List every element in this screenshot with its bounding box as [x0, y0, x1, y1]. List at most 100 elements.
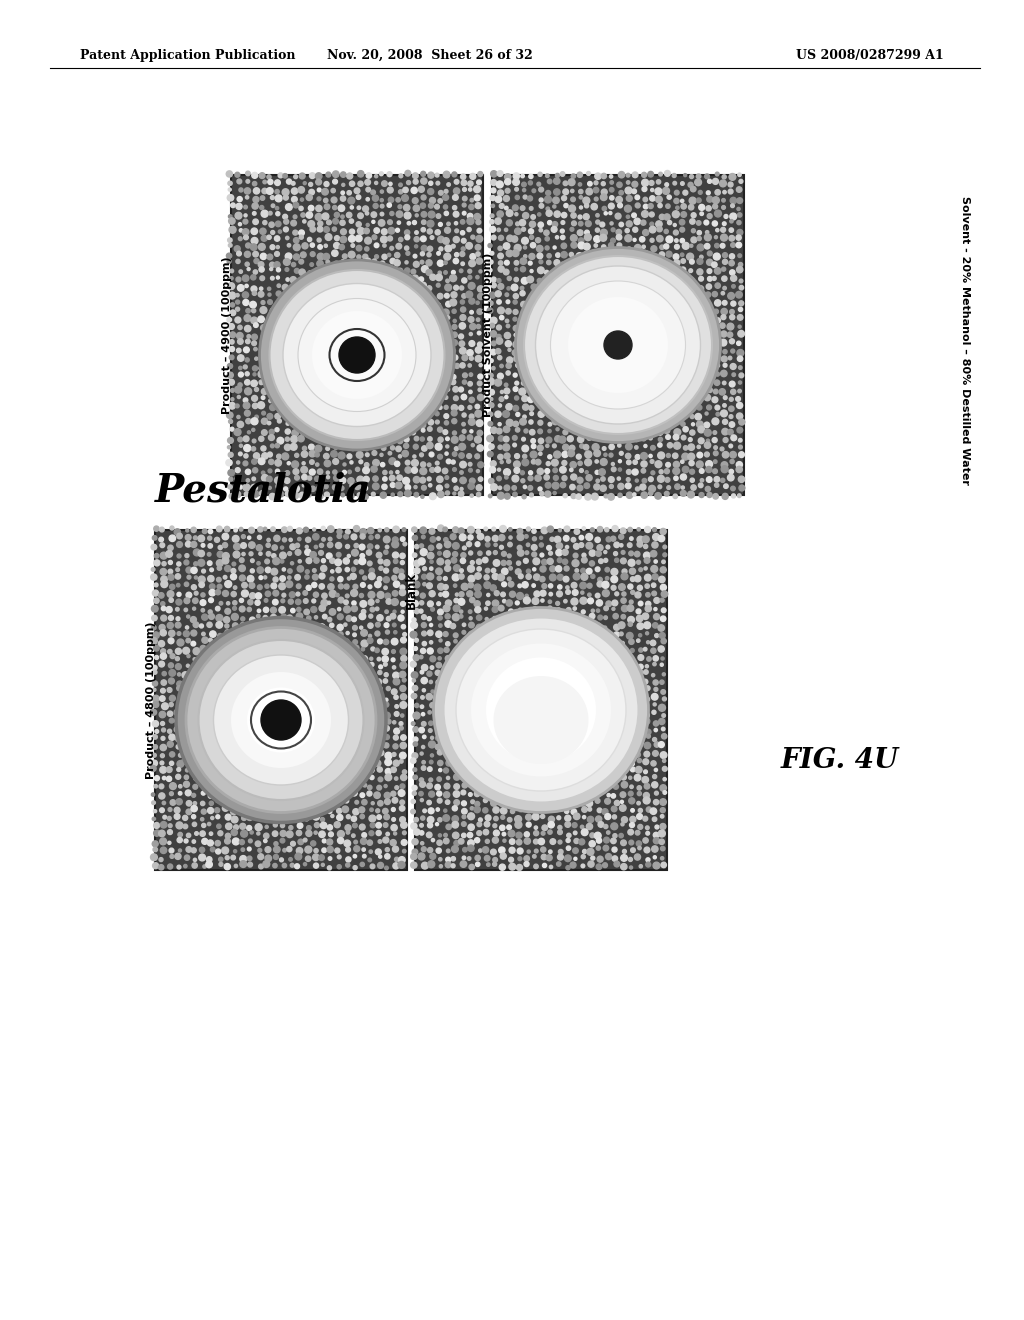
- Circle shape: [696, 174, 700, 178]
- Circle shape: [561, 243, 566, 248]
- Circle shape: [588, 713, 594, 718]
- Circle shape: [356, 451, 364, 458]
- Circle shape: [650, 808, 656, 814]
- Circle shape: [296, 711, 302, 718]
- Circle shape: [296, 685, 302, 692]
- Circle shape: [507, 459, 511, 463]
- Circle shape: [502, 711, 506, 715]
- Circle shape: [256, 614, 260, 618]
- Circle shape: [649, 454, 652, 458]
- Circle shape: [325, 347, 330, 352]
- Circle shape: [504, 195, 509, 202]
- Circle shape: [334, 213, 339, 218]
- Circle shape: [306, 585, 311, 590]
- Circle shape: [644, 784, 650, 789]
- Circle shape: [359, 570, 364, 574]
- Circle shape: [714, 309, 719, 314]
- Circle shape: [159, 537, 164, 541]
- Circle shape: [252, 203, 258, 209]
- Circle shape: [532, 189, 536, 193]
- Circle shape: [561, 252, 567, 257]
- Circle shape: [442, 591, 449, 597]
- Circle shape: [488, 403, 494, 408]
- Circle shape: [230, 397, 233, 401]
- Circle shape: [236, 308, 240, 312]
- Circle shape: [326, 363, 332, 370]
- Circle shape: [298, 840, 303, 845]
- Circle shape: [323, 840, 326, 843]
- Circle shape: [642, 334, 647, 339]
- Circle shape: [427, 463, 431, 466]
- Circle shape: [274, 379, 281, 387]
- Circle shape: [516, 678, 519, 682]
- Circle shape: [401, 840, 408, 845]
- Circle shape: [559, 807, 563, 812]
- Circle shape: [462, 833, 466, 838]
- Circle shape: [438, 190, 443, 195]
- Circle shape: [697, 259, 702, 264]
- Circle shape: [369, 635, 372, 638]
- Circle shape: [506, 220, 512, 226]
- Circle shape: [514, 277, 518, 281]
- Circle shape: [350, 416, 353, 418]
- Circle shape: [324, 310, 328, 314]
- Circle shape: [168, 638, 174, 644]
- Circle shape: [345, 705, 350, 710]
- Circle shape: [222, 543, 227, 548]
- Circle shape: [160, 552, 167, 560]
- Circle shape: [201, 664, 205, 668]
- Circle shape: [660, 857, 664, 859]
- Circle shape: [462, 413, 466, 417]
- Circle shape: [637, 623, 644, 630]
- Circle shape: [388, 348, 391, 352]
- Circle shape: [241, 781, 248, 788]
- Circle shape: [355, 318, 361, 323]
- Circle shape: [526, 569, 530, 573]
- Circle shape: [335, 648, 341, 653]
- Circle shape: [548, 606, 552, 610]
- Circle shape: [305, 760, 309, 764]
- Circle shape: [418, 558, 425, 565]
- Circle shape: [523, 309, 527, 313]
- Circle shape: [318, 317, 322, 319]
- Circle shape: [253, 372, 256, 376]
- Circle shape: [306, 616, 311, 620]
- Circle shape: [468, 647, 474, 653]
- Circle shape: [310, 348, 315, 354]
- Circle shape: [628, 686, 633, 692]
- Circle shape: [375, 581, 381, 587]
- Circle shape: [553, 301, 560, 309]
- Circle shape: [646, 858, 650, 862]
- Circle shape: [160, 569, 167, 576]
- Circle shape: [610, 269, 613, 273]
- Circle shape: [216, 615, 223, 622]
- Circle shape: [384, 568, 388, 573]
- Circle shape: [312, 768, 318, 774]
- Circle shape: [308, 182, 312, 186]
- Circle shape: [633, 317, 637, 321]
- Circle shape: [175, 735, 182, 742]
- Circle shape: [515, 428, 520, 432]
- Circle shape: [707, 440, 710, 442]
- Circle shape: [691, 380, 696, 385]
- Circle shape: [484, 744, 488, 748]
- Circle shape: [348, 478, 354, 484]
- Circle shape: [214, 537, 219, 543]
- Circle shape: [538, 172, 542, 177]
- Circle shape: [394, 252, 399, 257]
- Circle shape: [258, 243, 265, 251]
- Circle shape: [635, 576, 641, 582]
- Circle shape: [290, 444, 297, 450]
- Circle shape: [389, 458, 395, 465]
- Circle shape: [437, 583, 444, 590]
- Circle shape: [317, 308, 325, 314]
- Circle shape: [307, 721, 310, 725]
- Circle shape: [550, 838, 556, 845]
- Circle shape: [577, 326, 580, 329]
- Circle shape: [228, 215, 232, 218]
- Circle shape: [460, 314, 466, 321]
- Circle shape: [707, 405, 712, 409]
- Circle shape: [306, 558, 312, 564]
- Circle shape: [233, 825, 239, 830]
- Circle shape: [291, 309, 298, 315]
